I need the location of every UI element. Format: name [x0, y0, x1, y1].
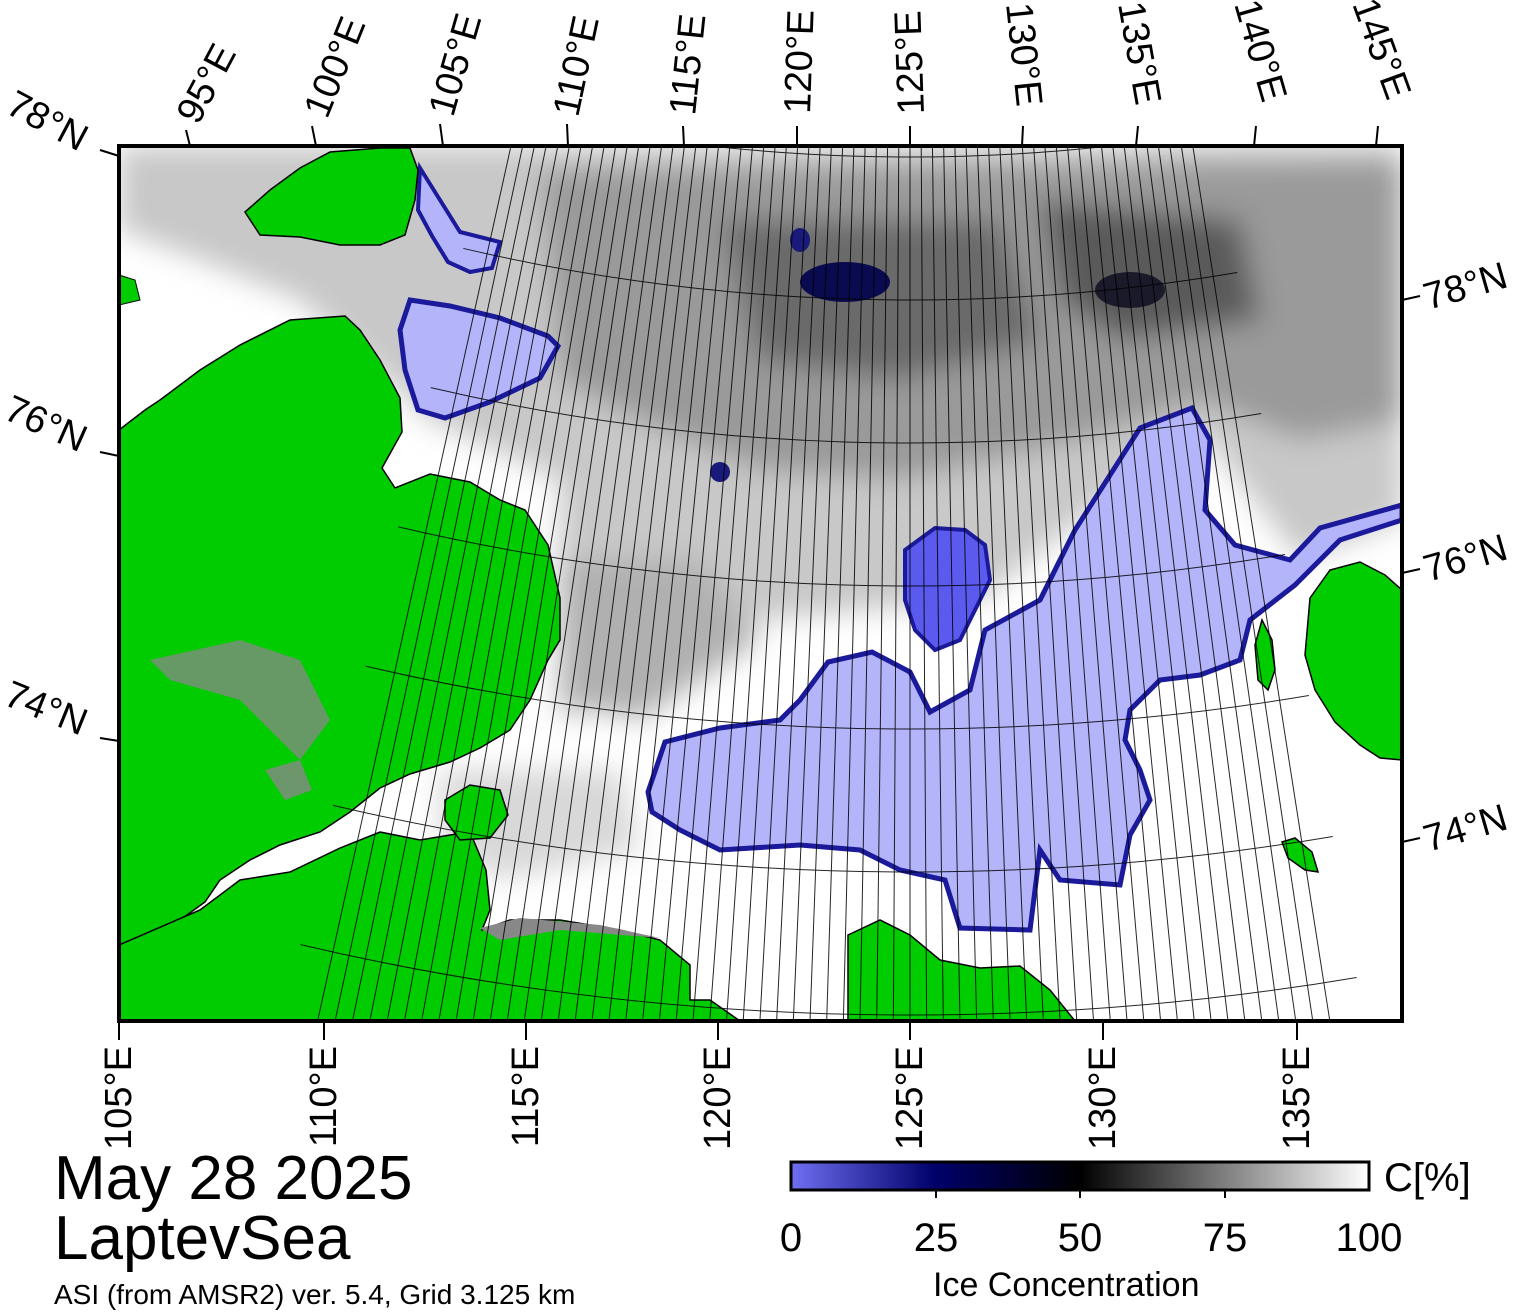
siberian-coast — [119, 831, 742, 1021]
map-frame — [117, 144, 1404, 1023]
top-lon-label-100: 100°E — [296, 11, 374, 123]
bottom-longitude-labels: 105°E 110°E 115°E 120°E 125°E 130°E 135°… — [98, 1046, 1318, 1150]
colorbar-tick-label-25: 25 — [913, 1216, 959, 1260]
pack-ice-area — [119, 146, 1402, 880]
left-lat-label-78: 78°N — [0, 83, 94, 160]
top-lon-label-115: 115°E — [662, 12, 714, 117]
colorbar-unit: C[%] — [1384, 1156, 1471, 1200]
begichev-island — [444, 784, 509, 841]
colorbar — [789, 1160, 1371, 1198]
bottom-lon-label-115: 115°E — [505, 1046, 547, 1147]
left-lat-label-74: 74°N — [0, 673, 93, 744]
right-latitude-labels: 78°N 76°N 74°N — [1419, 255, 1512, 861]
left-latitude-labels: 78°N 76°N 74°N — [0, 83, 94, 744]
right-lat-label-76: 76°N — [1419, 527, 1512, 591]
colorbar-ticks — [935, 1190, 1226, 1198]
top-lon-label-145: 145°E — [1344, 0, 1419, 105]
western-land-strip — [119, 274, 141, 306]
lena-delta — [847, 919, 1076, 1021]
top-lon-label-110: 110°E — [546, 12, 608, 120]
colorbar-tick-label-0: 0 — [779, 1216, 803, 1260]
vilkitsky-lead — [415, 161, 503, 275]
axis-ticks — [99, 123, 1421, 1040]
open-water-areas — [397, 161, 1402, 933]
kotelny-island — [1304, 561, 1402, 761]
colorbar-tick-label-100: 100 — [1335, 1216, 1403, 1260]
island-lead — [903, 525, 993, 653]
top-lon-label-120: 120°E — [777, 9, 823, 114]
land-areas — [119, 147, 1402, 1021]
top-lon-label-105: 105°E — [421, 9, 490, 121]
laptev-polynya — [645, 404, 1402, 933]
top-longitude-labels: 95°E 100°E 105°E 110°E 115°E 120°E 125°E… — [169, 0, 1419, 130]
top-lon-label-140: 140°E — [1225, 0, 1294, 106]
colorbar-tick-label-75: 75 — [1202, 1216, 1248, 1260]
bottom-lon-label-135: 135°E — [1276, 1046, 1318, 1150]
bolshevik-island — [244, 147, 419, 246]
colorbar-tick-label-50: 50 — [1057, 1216, 1103, 1260]
data-source-subtitle: ASI (from AMSR2) ver. 5.4, Grid 3.125 km — [54, 1279, 576, 1310]
bottom-lon-label-120: 120°E — [697, 1046, 739, 1150]
severnaya-polynya — [397, 297, 562, 421]
bottom-lon-label-105: 105°E — [98, 1046, 140, 1150]
colorbar-title: Ice Concentration — [933, 1266, 1200, 1304]
bottom-lon-label-130: 130°E — [1082, 1046, 1124, 1150]
left-lat-label-76: 76°N — [0, 388, 93, 461]
taymyr-peninsula — [119, 315, 561, 946]
map-region-title: LaptevSea — [54, 1204, 351, 1273]
graticule — [300, 146, 1357, 1021]
top-lon-label-135: 135°E — [1109, 0, 1168, 108]
right-lat-label-78: 78°N — [1419, 255, 1512, 319]
bottom-lon-label-110: 110°E — [303, 1046, 345, 1147]
right-lat-label-74: 74°N — [1419, 797, 1512, 861]
top-lon-label-95: 95°E — [169, 37, 245, 130]
map-date-title: May 28 2025 — [54, 1144, 413, 1213]
top-lon-label-130: 130°E — [997, 1, 1050, 109]
bottom-lon-label-125: 125°E — [889, 1046, 931, 1150]
top-lon-label-125: 125°E — [887, 10, 933, 115]
colorbar-gradient — [789, 1160, 1371, 1192]
